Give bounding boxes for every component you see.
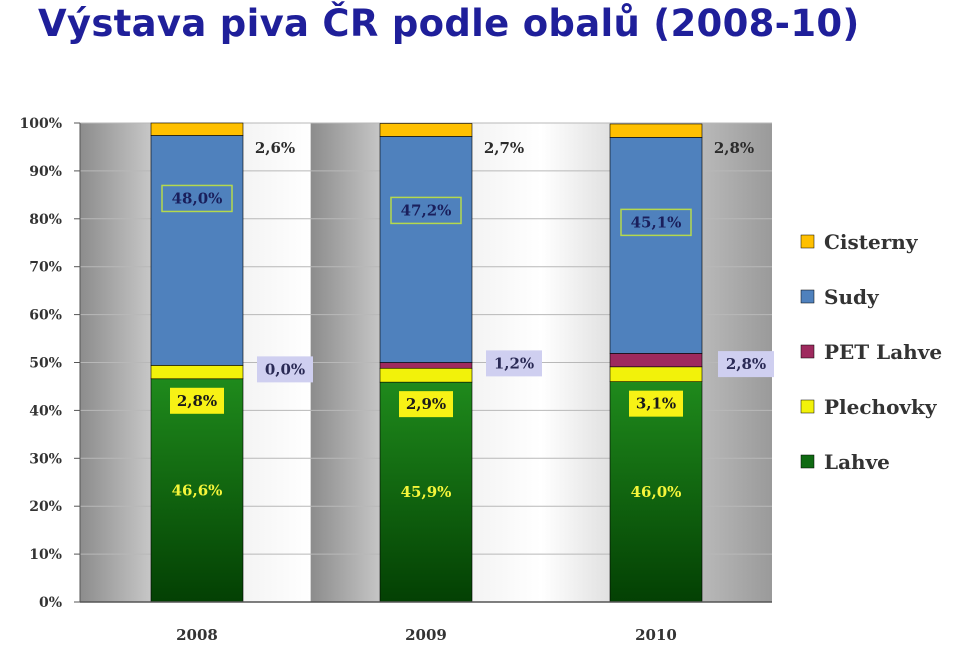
data-label-box	[170, 387, 224, 414]
y-tick-label: 30%	[29, 451, 62, 467]
legend-swatch	[800, 344, 815, 359]
legend-label: PET Lahve	[824, 340, 942, 364]
y-tick-label: 100%	[19, 116, 62, 132]
legend-swatch	[800, 289, 815, 304]
x-category-label: 2010	[635, 626, 677, 644]
bar-segment	[150, 122, 244, 136]
data-label: 48,0%	[161, 184, 233, 213]
legend-label: Sudy	[824, 285, 880, 309]
bar-segment	[150, 135, 244, 366]
y-tick-label: 50%	[29, 356, 62, 372]
bar-segment	[379, 136, 473, 363]
bar-segment	[150, 365, 244, 380]
y-tick-label: 20%	[29, 499, 62, 515]
data-label-text: 1,2%	[494, 354, 534, 372]
data-label-text: 2,8%	[177, 392, 217, 410]
data-labels: 46,6% 2,8% 48,0% 0,0% 2,6% 45,9% 2,9% 47,2% 1,2%…	[161, 139, 774, 501]
data-label-box	[390, 196, 462, 225]
bars	[150, 122, 703, 603]
data-label-text: 2,9%	[406, 395, 446, 413]
bar-segment	[609, 381, 703, 603]
data-label-cisterny: 2,6%	[255, 139, 295, 157]
axis: 0% 10% 20% 30% 40% 50% 60% 70% 80% 90% 100% 2008 200…	[19, 116, 772, 644]
y-tick-label: 90%	[29, 164, 62, 180]
data-label-box	[161, 184, 233, 213]
data-label: 3,1%	[629, 390, 683, 417]
bar-segment	[609, 353, 703, 368]
bar-segment	[609, 137, 703, 354]
data-label-cisterny: 2,8%	[714, 139, 754, 157]
data-label-text: 2,8%	[726, 355, 766, 373]
data-label-box	[629, 390, 683, 417]
data-label: 2,9%	[399, 391, 453, 418]
bar-segment	[609, 123, 703, 138]
data-label-text: 3,1%	[636, 395, 676, 413]
bar-segment	[150, 378, 244, 603]
bar-segment	[379, 362, 473, 369]
y-tick-label: 60%	[29, 308, 62, 324]
legend-swatch	[800, 399, 815, 414]
legend-entry: PET Lahve	[800, 340, 942, 364]
data-label: 47,2%	[390, 196, 462, 225]
data-label-text: 47,2%	[401, 201, 452, 219]
y-tick-label: 10%	[29, 547, 62, 563]
bar-segment	[379, 123, 473, 137]
data-label-text: 48,0%	[172, 189, 223, 207]
legend-label: Lahve	[824, 450, 890, 474]
bar-segment	[379, 381, 473, 603]
legend-swatch	[800, 454, 815, 469]
y-tick-label: 80%	[29, 212, 62, 228]
data-label-lahve: 45,9%	[401, 483, 452, 501]
bar-segment	[609, 366, 703, 382]
x-category-label: 2008	[176, 626, 218, 644]
y-tick-label: 70%	[29, 260, 62, 276]
legend-entry: Plechovky	[800, 395, 938, 419]
bar-segment	[379, 367, 473, 383]
y-tick-label: 40%	[29, 403, 62, 419]
x-category-label: 2009	[405, 626, 447, 644]
data-label-text: 45,1%	[631, 213, 682, 231]
data-label-lahve: 46,6%	[172, 481, 223, 499]
y-tick-label: 0%	[39, 595, 62, 611]
data-label-box	[486, 350, 542, 377]
data-label-box	[718, 351, 774, 378]
data-label-box	[257, 356, 313, 383]
data-label-cisterny: 2,7%	[484, 139, 524, 157]
data-label-box	[620, 208, 692, 237]
data-label-box	[399, 391, 453, 418]
page-title: Výstava piva ČR podle obalů (2008-10)	[38, 2, 860, 45]
legend-entry: Lahve	[800, 450, 890, 474]
legend: Cisterny Sudy PET Lahve Plechovky Lahve	[800, 230, 942, 474]
data-label-text: 0,0%	[265, 360, 305, 378]
legend-swatch	[800, 234, 815, 249]
data-label: 2,8%	[170, 387, 224, 414]
data-label: 1,2%	[486, 350, 542, 377]
legend-label: Cisterny	[824, 230, 919, 254]
data-label-lahve: 46,0%	[631, 483, 682, 501]
legend-entry: Cisterny	[800, 230, 919, 254]
legend-label: Plechovky	[824, 395, 938, 419]
data-label: 45,1%	[620, 208, 692, 237]
data-label: 0,0%	[257, 356, 313, 383]
data-label: 2,8%	[718, 351, 774, 378]
legend-entry: Sudy	[800, 285, 880, 309]
